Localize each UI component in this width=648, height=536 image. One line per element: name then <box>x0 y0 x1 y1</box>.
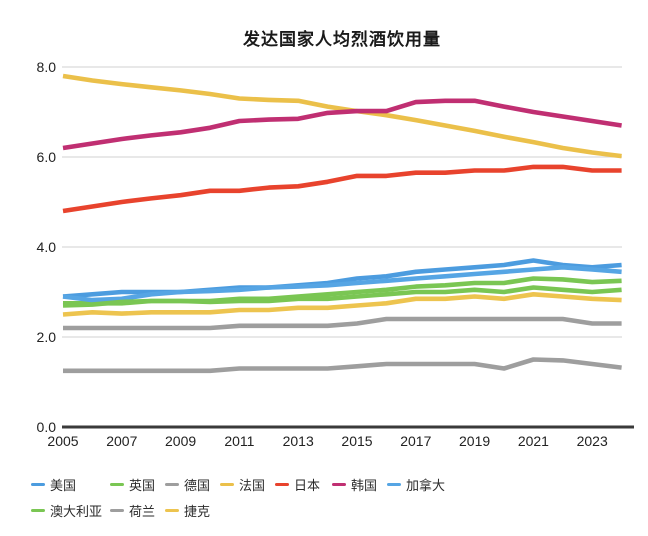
legend-item-germany[interactable]: 德国 <box>165 475 220 494</box>
legend-swatch-icon <box>165 508 179 513</box>
series-line-korea <box>62 98 622 151</box>
legend-label: 加拿大 <box>406 478 446 493</box>
series-line-australia <box>62 276 622 308</box>
series-line-germany <box>63 316 622 331</box>
legend-swatch-icon <box>332 482 346 487</box>
x-tick-label: 2015 <box>341 433 372 449</box>
chart-title: 发达国家人均烈酒饮用量 <box>243 30 441 49</box>
x-tick-label: 2009 <box>165 433 196 449</box>
legend-label: 荷兰 <box>129 504 156 519</box>
legend-item-france[interactable]: 法国 <box>220 475 275 494</box>
y-tick-label: 0.0 <box>37 419 57 435</box>
series-line-france <box>62 73 622 159</box>
x-tick-label: 2019 <box>459 433 490 449</box>
legend-item-czech[interactable]: 捷克 <box>165 501 220 520</box>
legend-item-usa[interactable]: 美国 <box>31 475 110 494</box>
x-tick-label: 2017 <box>400 433 431 449</box>
legend-swatch-icon <box>31 482 45 487</box>
x-tick-label: 2011 <box>224 433 254 449</box>
legend-item-japan[interactable]: 日本 <box>275 475 332 494</box>
legend-item-canada[interactable]: 加拿大 <box>387 475 467 494</box>
legend-swatch-icon <box>110 508 124 513</box>
legend-label: 英国 <box>129 478 156 493</box>
legend-label: 捷克 <box>184 504 211 519</box>
legend-item-korea[interactable]: 韩国 <box>332 475 387 494</box>
legend-item-australia[interactable]: 澳大利亚 <box>31 501 110 520</box>
legend-swatch-icon <box>275 482 289 487</box>
legend-label: 日本 <box>294 478 321 493</box>
series-line-czech <box>62 291 622 317</box>
legend-label: 法国 <box>239 478 266 493</box>
legend-item-uk[interactable]: 英国 <box>110 475 165 494</box>
x-tick-label: 2013 <box>283 433 314 449</box>
series-line-canada <box>62 264 622 303</box>
y-tick-label: 6.0 <box>37 149 57 165</box>
y-tick-label: 8.0 <box>37 59 57 75</box>
x-tick-label: 2007 <box>106 433 137 449</box>
legend-label: 韩国 <box>351 478 378 493</box>
legend-item-netherlands[interactable]: 荷兰 <box>110 501 165 520</box>
legend-label: 美国 <box>50 478 77 493</box>
series-line-netherlands <box>63 357 622 374</box>
legend-label: 澳大利亚 <box>50 504 103 519</box>
legend-swatch-icon <box>165 482 179 487</box>
x-tick-label: 2005 <box>47 433 78 449</box>
legend: 美国 英国 德国 法国 日本 韩国 加拿大澳大利亚 荷兰 捷克 <box>31 475 467 520</box>
legend-label: 德国 <box>184 478 211 493</box>
y-tick-label: 4.0 <box>37 239 57 255</box>
series-line-japan <box>62 164 622 214</box>
legend-swatch-icon <box>110 482 124 487</box>
x-tick-label: 2023 <box>577 433 608 449</box>
legend-swatch-icon <box>31 508 45 513</box>
y-tick-label: 2.0 <box>37 329 57 345</box>
x-tick-label: 2021 <box>518 433 549 449</box>
legend-swatch-icon <box>220 482 234 487</box>
legend-swatch-icon <box>387 482 401 487</box>
